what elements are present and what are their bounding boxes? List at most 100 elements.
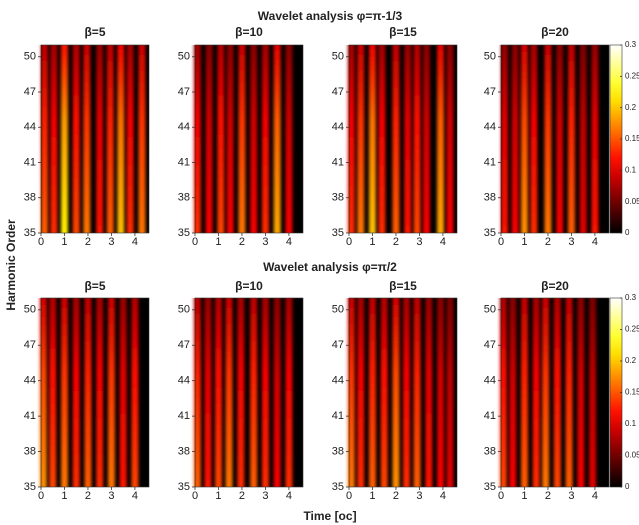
stripe	[499, 298, 507, 487]
y-tick-label: 44	[24, 121, 36, 133]
stripe	[119, 298, 127, 487]
x-tick-label: 3	[416, 490, 422, 502]
stripe	[380, 298, 388, 487]
x-tick-label: 1	[61, 490, 67, 502]
colorbar-tick-label: 0.05	[625, 451, 639, 460]
x-tick-label: 2	[545, 490, 551, 502]
panel-background	[41, 298, 149, 487]
colorbar-tick-label: 0	[625, 228, 630, 237]
panel-title: β=20	[541, 25, 569, 39]
y-tick-label: 41	[24, 156, 36, 168]
panel-title: β=15	[389, 279, 417, 293]
y-tick-label: 41	[332, 156, 344, 168]
stripe	[413, 298, 421, 487]
panel-frame	[348, 44, 458, 234]
panel-title: β=10	[235, 25, 263, 39]
y-tick-label: 35	[484, 481, 496, 493]
x-tick-label: 3	[108, 490, 114, 502]
x-tick-label: 3	[568, 236, 574, 248]
x-tick-label: 0	[192, 490, 198, 502]
stripe	[446, 45, 454, 233]
y-tick-label: 35	[178, 227, 190, 239]
y-tick-label: 35	[24, 481, 36, 493]
stripe	[41, 45, 49, 233]
stripe	[214, 298, 222, 487]
y-tick-label: 38	[484, 445, 496, 457]
x-tick-label: 0	[346, 236, 352, 248]
stripe	[107, 298, 115, 487]
y-tick-label: 41	[332, 410, 344, 422]
x-tick-label: 1	[215, 236, 221, 248]
stripe	[49, 298, 57, 487]
panel-title: β=5	[84, 279, 105, 293]
y-axis-label: Harmonic Order	[4, 219, 18, 311]
stripe	[530, 45, 538, 233]
stripe	[357, 45, 365, 233]
colorbar-tick-label: 0.25	[625, 71, 639, 80]
x-tick-label: 1	[61, 236, 67, 248]
y-tick-label: 41	[24, 410, 36, 422]
panel-frame	[194, 44, 304, 234]
colorbar-tick-label: 0.25	[625, 325, 639, 334]
y-tick-label: 38	[178, 192, 190, 204]
x-tick-label: 1	[369, 236, 375, 248]
y-tick-label: 44	[178, 121, 190, 133]
y-tick-label: 41	[178, 156, 190, 168]
stripe	[106, 45, 114, 233]
panel-frame	[40, 44, 150, 234]
colorbar-tick-label: 0.15	[625, 134, 639, 143]
x-tick-label: 0	[192, 236, 198, 248]
stripe	[261, 45, 269, 233]
stripe	[347, 298, 355, 487]
colorbar-tick-label: 0.2	[625, 356, 637, 365]
y-tick-label: 41	[484, 156, 496, 168]
stripe	[193, 298, 201, 487]
stripe	[117, 45, 125, 233]
row-title: Wavelet analysis φ=π/2	[263, 260, 397, 274]
x-tick-label: 4	[440, 490, 446, 502]
x-tick-label: 4	[592, 490, 598, 502]
stripe	[347, 45, 355, 233]
y-tick-label: 47	[332, 86, 344, 98]
colorbar-tick-label: 0.05	[625, 197, 639, 206]
panel-background	[501, 45, 609, 233]
x-tick-label: 3	[108, 236, 114, 248]
stripe	[589, 298, 597, 487]
x-tick-label: 2	[545, 236, 551, 248]
stripe	[96, 298, 104, 487]
x-tick-label: 2	[393, 236, 399, 248]
colorbar-tick-label: 0	[625, 482, 630, 491]
stripe	[273, 298, 281, 487]
x-tick-label: 1	[215, 490, 221, 502]
stripe	[565, 298, 573, 487]
x-tick-label: 0	[498, 490, 504, 502]
stripe	[83, 45, 91, 233]
y-tick-label: 50	[484, 304, 496, 316]
stripe	[60, 298, 68, 487]
x-tick-label: 3	[262, 490, 268, 502]
panel-background	[195, 298, 303, 487]
y-tick-label: 38	[178, 445, 190, 457]
y-tick-label: 35	[178, 481, 190, 493]
panel-title: β=20	[541, 279, 569, 293]
stripe	[250, 298, 258, 487]
x-tick-label: 4	[592, 236, 598, 248]
x-tick-label: 4	[132, 490, 138, 502]
y-tick-label: 47	[178, 339, 190, 351]
panel-frame	[348, 297, 458, 488]
stripe	[217, 45, 225, 233]
stripe	[425, 298, 433, 487]
y-tick-label: 35	[332, 481, 344, 493]
stripe	[39, 298, 47, 487]
stripe	[413, 45, 421, 233]
stripe	[261, 298, 269, 487]
y-tick-label: 44	[484, 121, 496, 133]
y-tick-label: 47	[24, 339, 36, 351]
x-tick-label: 4	[286, 236, 292, 248]
stripe	[226, 45, 234, 233]
panel-title: β=5	[84, 25, 105, 39]
stripe	[577, 298, 585, 487]
x-tick-label: 4	[440, 236, 446, 248]
stripe	[285, 45, 293, 233]
stripe	[205, 45, 213, 233]
